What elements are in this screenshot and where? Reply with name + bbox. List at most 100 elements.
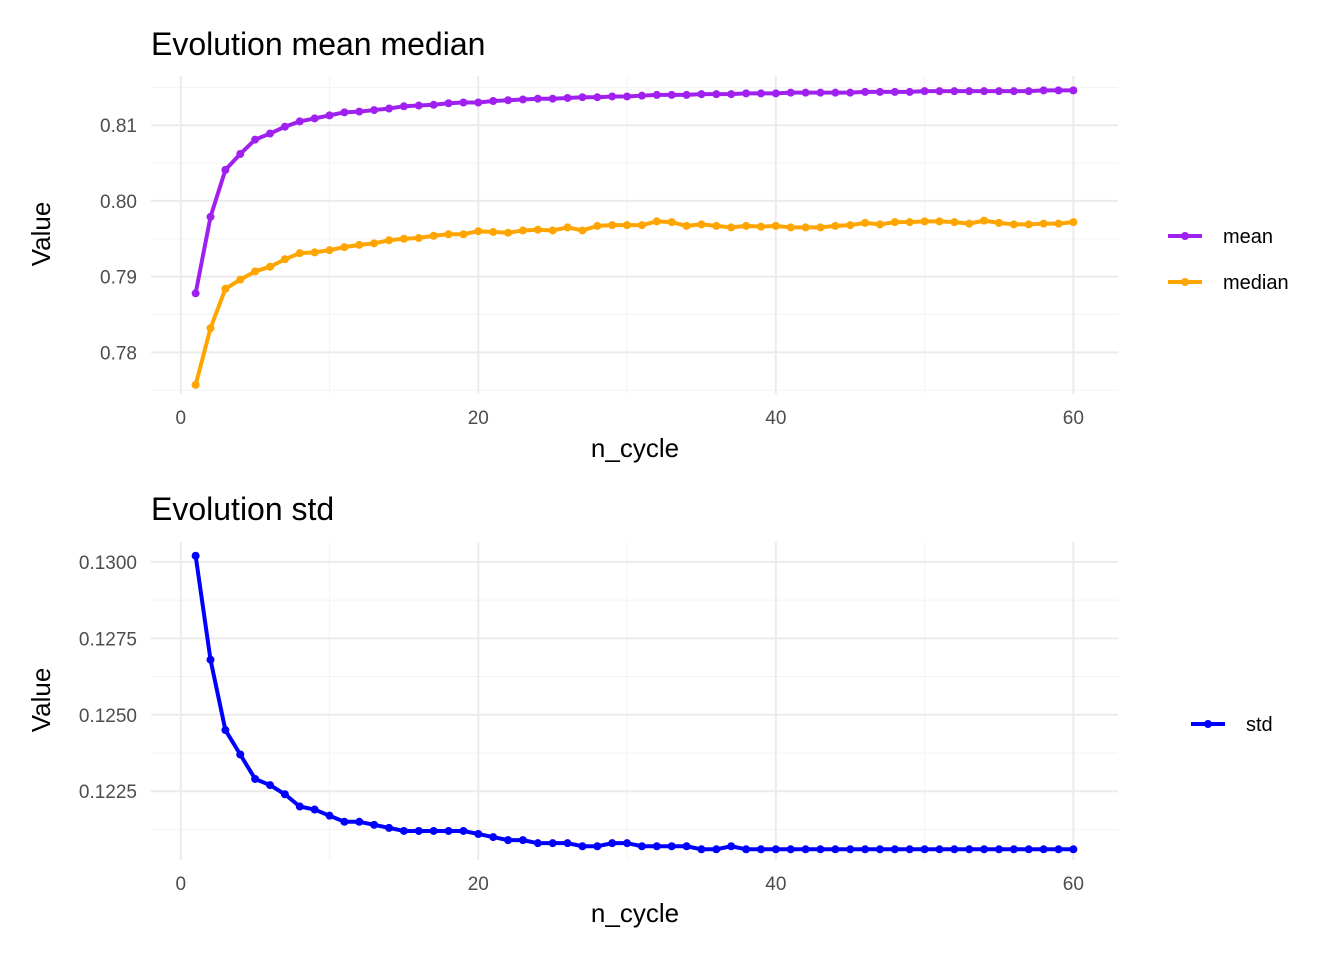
data-point-mean	[325, 111, 334, 120]
data-point-median	[459, 230, 468, 239]
data-point-median	[905, 218, 914, 227]
data-point-std	[623, 839, 632, 848]
chart-title: Evolution mean median	[151, 26, 485, 62]
data-point-median	[399, 234, 408, 243]
data-point-mean	[593, 93, 602, 102]
data-point-mean	[355, 107, 364, 116]
data-point-std	[652, 842, 661, 851]
legend-entry-mean: mean	[1168, 226, 1273, 248]
data-point-std	[578, 842, 587, 851]
x-tick-labels: 0 20 40 60	[175, 408, 1083, 429]
data-point-mean	[370, 106, 379, 115]
data-point-median	[563, 223, 572, 232]
data-point-mean	[504, 96, 513, 105]
data-point-mean	[414, 101, 423, 110]
data-point-std	[385, 823, 394, 832]
x-tick-label: 20	[468, 874, 489, 895]
data-point-median	[1009, 220, 1018, 229]
x-tick-label: 60	[1063, 874, 1084, 895]
data-point-median	[697, 220, 706, 229]
data-point-std	[816, 845, 825, 854]
data-point-median	[652, 217, 661, 226]
data-point-std	[1024, 845, 1033, 854]
data-point-std	[846, 845, 855, 854]
data-point-median	[742, 221, 751, 230]
data-point-median	[325, 246, 334, 255]
x-tick-label: 0	[175, 408, 186, 429]
data-point-mean	[637, 91, 646, 100]
data-point-mean	[429, 100, 438, 109]
data-point-mean	[890, 87, 899, 96]
data-point-std	[444, 826, 453, 835]
legend-label: median	[1223, 272, 1289, 294]
data-point-mean	[756, 89, 765, 98]
legend-label: mean	[1223, 226, 1273, 248]
data-point-median	[756, 222, 765, 231]
data-point-median	[504, 228, 513, 237]
data-point-std	[310, 805, 319, 814]
data-point-std	[518, 836, 527, 845]
data-point-median	[667, 218, 676, 227]
data-point-std	[340, 817, 349, 826]
data-point-mean	[816, 88, 825, 97]
data-point-std	[890, 845, 899, 854]
data-point-std	[325, 811, 334, 820]
data-point-mean	[712, 90, 721, 99]
y-axis-title: Value	[26, 668, 56, 733]
data-point-mean	[518, 95, 527, 104]
y-tick-label: 0.1250	[79, 706, 137, 727]
data-point-mean	[444, 99, 453, 108]
data-point-std	[1069, 845, 1078, 854]
data-point-median	[355, 240, 364, 249]
data-point-median	[578, 226, 587, 235]
data-point-std	[1039, 845, 1048, 854]
data-point-median	[385, 236, 394, 245]
data-point-median	[221, 284, 230, 293]
data-point-mean	[191, 289, 200, 298]
x-tick-label: 0	[175, 874, 186, 895]
data-point-mean	[266, 129, 275, 138]
data-point-mean	[1069, 86, 1078, 95]
data-point-mean	[548, 94, 557, 103]
data-point-std	[667, 842, 676, 851]
data-point-median	[637, 221, 646, 230]
data-point-mean	[950, 87, 959, 96]
data-point-mean	[697, 90, 706, 99]
data-point-mean	[385, 104, 394, 113]
data-point-std	[875, 845, 884, 854]
data-point-std	[637, 842, 646, 851]
data-point-median	[875, 220, 884, 229]
data-point-std	[786, 845, 795, 854]
series-points	[191, 86, 1078, 389]
data-point-median	[682, 221, 691, 230]
data-point-std	[206, 655, 215, 664]
data-point-std	[280, 790, 289, 799]
data-point-mean	[1009, 87, 1018, 96]
data-point-std	[221, 726, 230, 735]
data-point-std	[236, 750, 245, 759]
x-tick-labels: 0 20 40 60	[175, 874, 1083, 895]
chart-panel-mean-median: Evolution mean median 0.78 0.79 0.80 0.81 0…	[26, 26, 1289, 463]
y-tick-label: 0.80	[100, 192, 137, 213]
data-point-mean	[831, 88, 840, 97]
y-tick-label: 0.79	[100, 268, 137, 289]
data-point-median	[593, 221, 602, 230]
data-point-median	[831, 221, 840, 230]
data-point-median	[533, 225, 542, 234]
data-point-std	[370, 820, 379, 829]
legend-key-point	[1181, 232, 1189, 240]
data-point-std	[459, 826, 468, 835]
y-tick-labels: 0.78 0.79 0.80 0.81	[100, 116, 137, 364]
data-point-median	[518, 226, 527, 235]
data-point-median	[444, 230, 453, 239]
data-point-mean	[608, 92, 617, 101]
x-axis-title: n_cycle	[591, 898, 679, 928]
data-point-mean	[399, 102, 408, 111]
data-point-std	[742, 845, 751, 854]
data-point-median	[935, 217, 944, 226]
legend: mean median	[1168, 226, 1289, 294]
data-point-std	[474, 830, 483, 839]
data-point-std	[563, 839, 572, 848]
data-point-mean	[1039, 86, 1048, 95]
x-tick-label: 40	[765, 408, 786, 429]
